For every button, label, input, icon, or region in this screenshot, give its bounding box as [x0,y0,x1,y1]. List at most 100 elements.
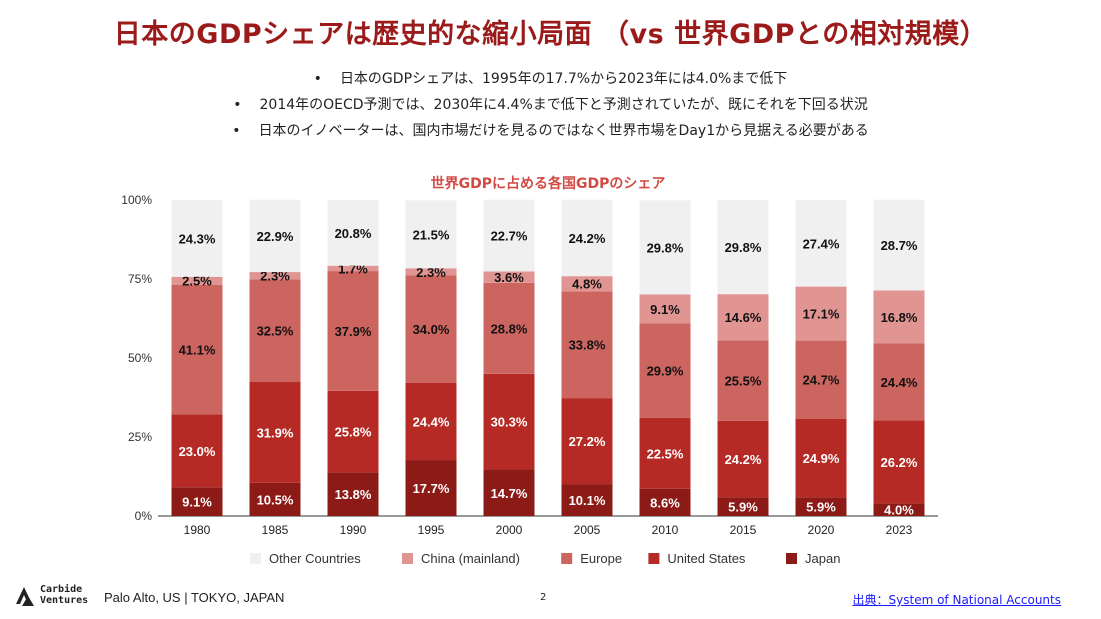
data-label: 14.6% [725,310,762,325]
bar-segment [717,340,769,421]
bar-segment [639,294,691,324]
logo-line: Ventures [40,595,89,606]
bar-segment [639,323,691,418]
data-label: 10.1% [569,493,606,508]
data-label: 24.2% [725,452,762,467]
data-label: 24.4% [413,415,450,430]
legend-label: Europe [580,551,622,566]
bar-segment [795,200,847,287]
bar-segment [405,460,457,516]
bar-segment [717,294,769,341]
bar-segment [249,382,301,483]
data-label: 26.2% [881,455,918,470]
bar-segment [405,268,457,276]
data-label: 25.5% [725,374,762,389]
bar-segment [249,199,301,273]
bar-segment [561,484,613,516]
bar-segment [795,286,847,341]
bar-segment [561,276,613,292]
data-label: 25.8% [335,425,372,440]
bar-segment [561,199,613,277]
bar-segment [639,200,691,295]
bar-segment [561,398,613,485]
data-label: 22.7% [491,229,528,244]
data-label: 2.5% [182,274,212,289]
bar-segment [327,265,379,272]
bar-segment [873,343,925,421]
bar-segment [561,291,613,399]
y-tick-label: 0% [135,509,153,523]
data-label: 24.2% [569,231,606,246]
x-tick-label: 1995 [418,523,445,537]
bar-segment [171,487,223,516]
bullet-text: 2014年のOECD予測では、2030年に4.4%まで低下と予測されていたが、既… [259,97,868,113]
x-tick-label: 2005 [574,523,601,537]
data-label: 28.8% [491,321,528,336]
data-label: 5.9% [806,500,836,515]
legend-label: Other Countries [269,551,361,566]
y-tick-label: 100% [121,193,152,207]
data-label: 27.2% [569,434,606,449]
source-link[interactable]: 出典：System of National Accounts [852,593,1061,607]
bar-segment [405,275,457,383]
data-label: 20.8% [335,226,372,241]
bar-segment [249,272,301,280]
data-label: 22.9% [257,229,294,244]
data-label: 14.7% [491,486,528,501]
data-label: 28.7% [881,238,918,253]
bar-segment [795,340,847,419]
bar-segment [405,200,457,269]
bar-segment [483,282,535,374]
x-tick-label: 2020 [808,523,835,537]
bar-segment [171,200,223,277]
y-tick-label: 25% [128,430,152,444]
legend-swatch [402,553,413,564]
bar-segment [483,373,535,470]
x-tick-label: 2010 [652,523,679,537]
logo-wordmark: Carbide Ventures [40,584,88,606]
bar-segment [249,482,301,516]
bullet-item: • 2014年のOECD予測では、2030年に4.4%まで低下と予測されていたが、… [0,92,1101,118]
bar-segment [795,497,847,516]
gdp-share-chart: 世界GDPに占める各国GDPのシェア 0% 25% 50% 75% 100% 9.1% 23.… [98,168,968,578]
y-tick-label: 75% [128,272,152,286]
data-label: 37.9% [335,324,372,339]
x-tick-label: 2023 [886,523,913,537]
x-tick-label: 2015 [730,523,757,537]
data-label: 17.7% [413,481,450,496]
x-tick-label: 2000 [496,523,523,537]
bullet-marker: • [313,71,322,87]
legend-swatch [786,553,797,564]
bar-segment [171,276,223,285]
bar-segment [795,418,847,498]
legend-swatch [561,553,573,564]
legend-swatch [250,553,261,564]
bar-segment [483,199,535,272]
data-label: 32.5% [257,324,294,339]
slide-title: 日本のGDPシェアは歴史的な縮小局面 （vs 世界GDPとの相対規模） [113,19,988,50]
bullet-text: 日本のGDPシェアは、1995年の17.7%から2023年には4.0%まで低下 [339,71,788,87]
footer-location: Palo Alto, US | TOKYO, JAPAN [104,590,285,605]
bar-segment [327,390,379,473]
bar-segment [171,284,223,415]
data-label: 34.0% [413,322,450,337]
data-label: 29.8% [647,240,684,255]
bar-segment [171,414,223,488]
data-label: 24.4% [881,375,918,390]
data-label: 23.0% [179,444,216,459]
data-label: 29.8% [725,240,762,255]
x-tick-label: 1990 [340,523,367,537]
bar-segment [483,271,535,283]
data-label: 29.9% [647,363,684,378]
bullet-marker: • [232,123,241,139]
carbide-logo-icon [16,587,34,606]
data-label: 30.3% [491,415,528,430]
data-label: 27.4% [803,236,840,251]
data-label: 13.8% [335,487,372,502]
bar-segment [873,199,925,291]
data-label: 8.6% [650,495,680,510]
legend-label: United States [667,551,746,566]
chart-title: 世界GDPに占める各国GDPのシェア [431,175,666,192]
bar-segment [717,200,769,295]
bar-segment [405,382,457,461]
